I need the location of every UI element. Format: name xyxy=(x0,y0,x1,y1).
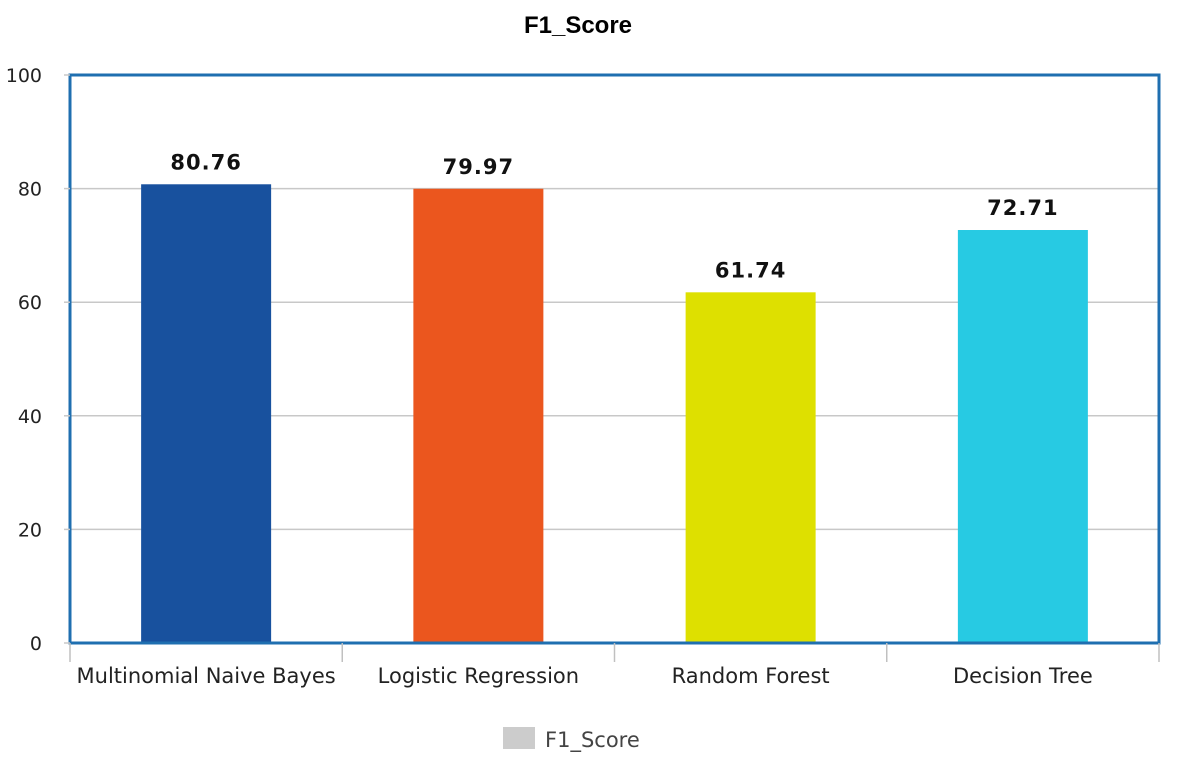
bar-1 xyxy=(413,188,544,644)
x-category-label-3: Decision Tree xyxy=(953,664,1093,688)
x-category-label-2: Random Forest xyxy=(672,664,830,688)
value-labels: 80.76 79.97 61.74 72.71 xyxy=(170,150,1058,282)
legend: F1_Score xyxy=(503,727,640,753)
bar-3 xyxy=(957,230,1088,643)
bar-0 xyxy=(141,184,272,643)
x-category-label-0: Multinomial Naive Bayes xyxy=(77,664,336,688)
y-tick-label: 20 xyxy=(18,519,42,541)
x-category-label-1: Logistic Regression xyxy=(378,664,579,688)
value-label-1: 79.97 xyxy=(443,155,514,179)
x-axis-ticks: Multinomial Naive Bayes Logistic Regressi… xyxy=(69,643,1160,688)
legend-swatch-f1-score xyxy=(503,727,535,749)
value-label-0: 80.76 xyxy=(170,150,241,174)
y-tick-label: 40 xyxy=(18,406,42,428)
bars xyxy=(141,184,1088,644)
legend-label-f1-score: F1_Score xyxy=(545,728,640,753)
y-tick-label: 100 xyxy=(6,65,42,87)
value-label-2: 61.74 xyxy=(715,258,786,282)
y-tick-label: 0 xyxy=(30,633,42,655)
bar-2 xyxy=(685,292,816,643)
y-tick-label: 60 xyxy=(18,292,42,314)
chart-title: F1_Score xyxy=(524,12,632,39)
y-axis-ticks: 0 20 40 60 80 100 xyxy=(6,65,70,655)
y-tick-label: 80 xyxy=(18,179,42,201)
value-label-3: 72.71 xyxy=(987,196,1058,220)
